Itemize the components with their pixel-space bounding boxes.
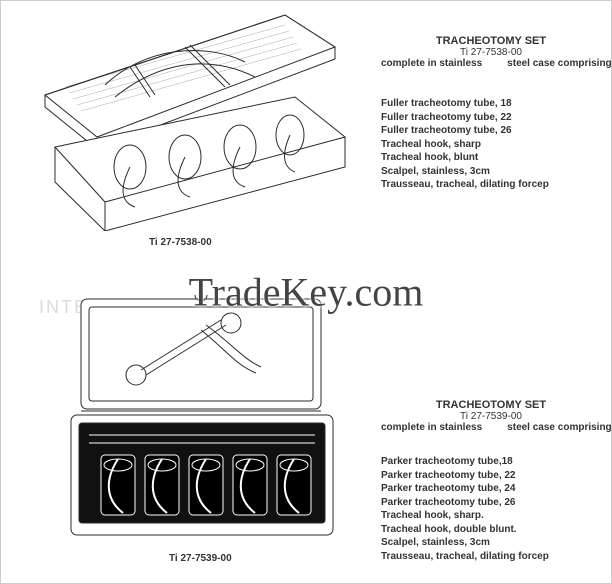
set2-comprise: complete in stainless steel case compris… (381, 422, 601, 433)
set1-item: Scalpel, stainless, 3cm (381, 165, 601, 179)
set2-item: Parker tracheotomy tube, 24 (381, 482, 601, 496)
set2-item: Tracheal hook, double blunt. (381, 523, 601, 537)
set2-description: TRACHEOTOMY SET Ti 27-7539-00 complete i… (381, 399, 601, 563)
set2-code: Ti 27-7539-00 (381, 411, 601, 422)
set2-item: Parker tracheotomy tube, 26 (381, 496, 601, 510)
set1-item: Tracheal hook, blunt (381, 151, 601, 165)
set2-items: Parker tracheotomy tube,18 Parker trache… (381, 455, 601, 563)
tracheotomy-set-illustration-1 (35, 7, 350, 231)
set1-code: Ti 27-7538-00 (381, 47, 601, 58)
set1-item: Tracheal hook, sharp (381, 138, 601, 152)
set2-item: Parker tracheotomy tube, 22 (381, 469, 601, 483)
illustration-1-caption: Ti 27-7538-00 (149, 237, 212, 248)
set1-item: Fuller tracheotomy tube, 26 (381, 124, 601, 138)
set1-title: TRACHEOTOMY SET (381, 35, 601, 47)
set1-item: Fuller tracheotomy tube, 22 (381, 111, 601, 125)
tracheotomy-set-illustration-2 (61, 295, 351, 551)
set2-item: Parker tracheotomy tube,18 (381, 455, 601, 469)
illustration-2-caption: Ti 27-7539-00 (169, 553, 232, 564)
set1-items: Fuller tracheotomy tube, 18 Fuller trach… (381, 97, 601, 192)
set2-item: Trausseau, tracheal, dilating forcep (381, 550, 601, 564)
set2-item: Tracheal hook, sharp. (381, 509, 601, 523)
catalog-page: Ti 27-7538-00 TRACHEOTOMY SET Ti 27-7538… (0, 0, 612, 584)
set2-title: TRACHEOTOMY SET (381, 399, 601, 411)
set1-item: Fuller tracheotomy tube, 18 (381, 97, 601, 111)
set2-item: Scalpel, stainless, 3cm (381, 536, 601, 550)
set1-item: Trausseau, tracheal, dilating forcep (381, 178, 601, 192)
set1-description: TRACHEOTOMY SET Ti 27-7538-00 complete i… (381, 35, 601, 192)
set1-comprise: complete in stainless steel case compris… (381, 58, 601, 69)
